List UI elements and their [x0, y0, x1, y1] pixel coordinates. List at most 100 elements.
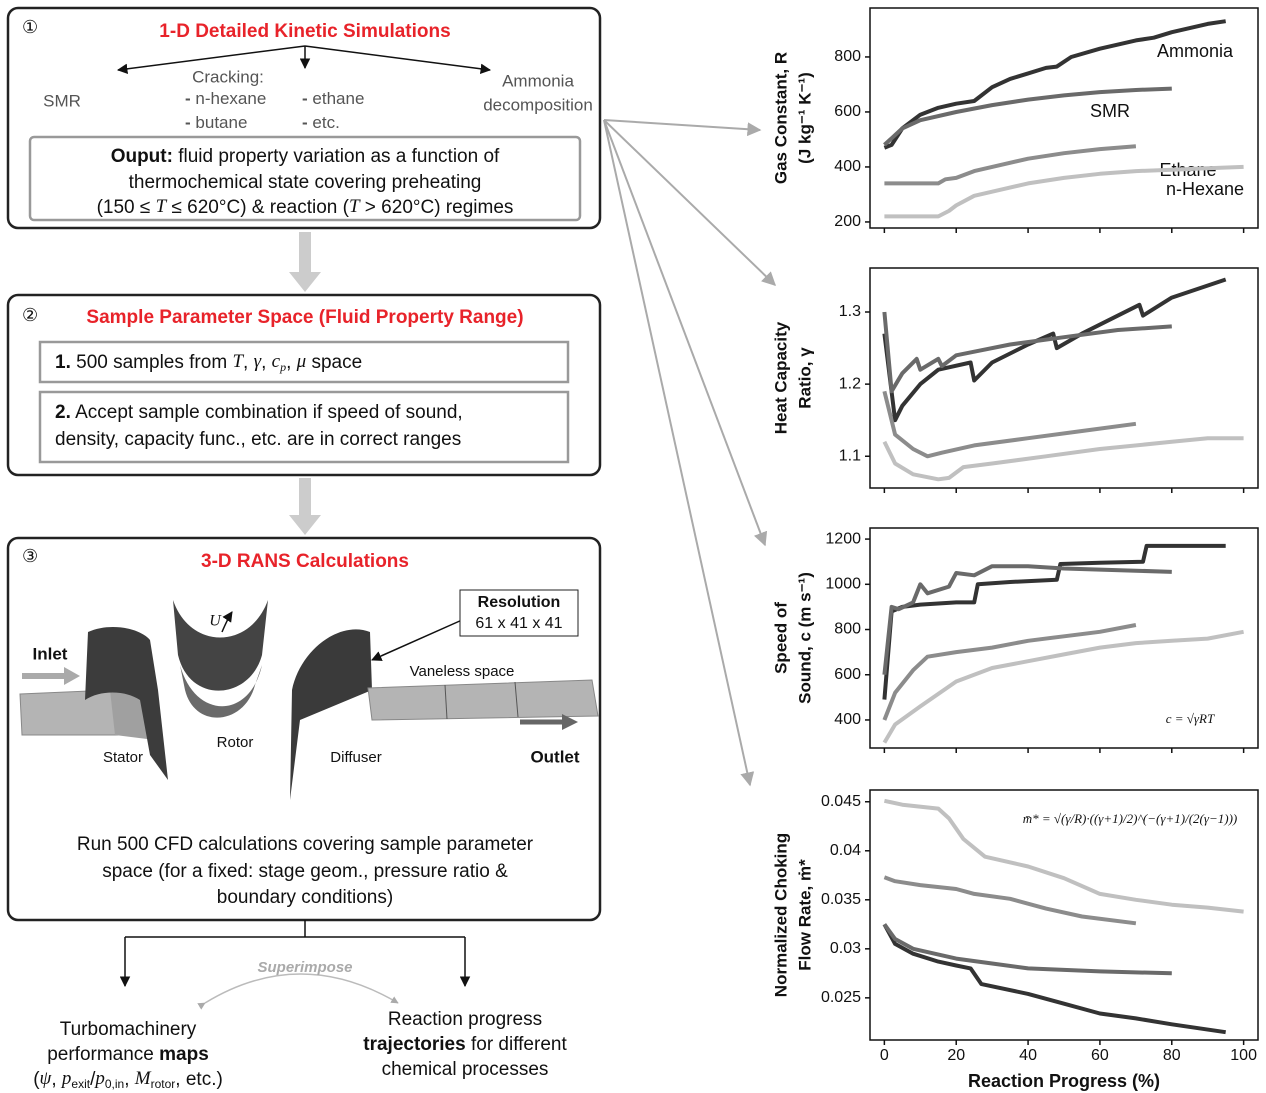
- step-title: 1-D Detailed Kinetic Simulations: [159, 21, 450, 42]
- data-line: [882, 623, 1137, 721]
- plot-frame: [869, 7, 1259, 229]
- y-axis-label: Sound, c (m s⁻¹): [795, 572, 814, 704]
- x-tick-label: 40: [1019, 1047, 1037, 1064]
- x-tick-label: 20: [947, 1047, 965, 1064]
- step1-box: [6, 6, 602, 230]
- y-axis-label: Heat Capacity: [771, 321, 790, 434]
- turbine-illustration: [19, 589, 599, 800]
- annotation: c = √γRT: [1166, 711, 1215, 726]
- process-item: - butane: [185, 113, 247, 132]
- y-tick-label: 600: [834, 103, 861, 120]
- series-label: SMR: [1090, 101, 1130, 121]
- data-line: [882, 923, 1172, 976]
- y-tick-label: 0.045: [821, 793, 861, 810]
- data-line: [883, 875, 1137, 926]
- turbine-label: Vaneless space: [410, 663, 515, 680]
- output-text: (150 ≤ T ≤ 620°C) & reaction (T > 620°C)…: [97, 196, 514, 218]
- y-tick-label: 400: [834, 158, 861, 175]
- resolution-title: Resolution: [478, 594, 561, 611]
- data-line: [882, 390, 1137, 459]
- turbine-label: U: [209, 613, 222, 630]
- output-text: Reaction progress: [388, 1009, 542, 1030]
- y-axis-label: Normalized Choking: [771, 833, 790, 997]
- y-tick-label: 1000: [825, 576, 861, 593]
- step-title: 3-D RANS Calculations: [201, 551, 409, 572]
- output-text: chemical processes: [382, 1059, 549, 1080]
- turbine-label: Rotor: [217, 734, 254, 751]
- process: Ammonia: [502, 71, 574, 90]
- process-item: - n-hexane: [185, 89, 266, 108]
- data-line: [882, 564, 1172, 675]
- series-label: n-Hexane: [1166, 179, 1244, 199]
- y-tick-label: 0.025: [821, 989, 861, 1006]
- turbine-label: Inlet: [33, 644, 68, 663]
- accept-text: density, capacity func., etc. are in cor…: [55, 429, 461, 450]
- data-line: [883, 798, 1244, 914]
- step3-box: [6, 536, 602, 922]
- y-tick-label: 1.3: [839, 303, 861, 320]
- y-tick-label: 0.03: [830, 940, 861, 957]
- superimpose-arrow: [197, 973, 399, 1010]
- output-text: (ψ, pexit/p0,in, Mrotor, etc.): [33, 1068, 223, 1091]
- output-text: trajectories for different: [363, 1034, 567, 1055]
- connector-arrows: [603, 119, 777, 787]
- plot-frame: [869, 789, 1259, 1041]
- sample-box: [38, 340, 570, 384]
- step2-box: [6, 293, 602, 477]
- output-text: Ouput: fluid property variation as a fun…: [111, 146, 500, 167]
- superimpose-label: Superimpose: [257, 959, 352, 976]
- output-text: performance maps: [47, 1044, 209, 1065]
- output-text: thermochemical state covering preheating: [129, 172, 482, 193]
- x-tick-label: 60: [1091, 1047, 1109, 1064]
- x-tick-label: 100: [1230, 1047, 1257, 1064]
- data-line: [882, 629, 1244, 744]
- annotation: m̄* = √(γ/R)·((γ+1)/2)^(−(γ+1)/(2(γ−1))): [1023, 811, 1238, 826]
- output-arrows: [119, 920, 471, 988]
- resolution-value: 61 x 41 x 41: [475, 615, 562, 632]
- flow-arrow: [289, 478, 321, 535]
- y-tick-label: 400: [834, 711, 861, 728]
- y-tick-label: 1.2: [839, 375, 861, 392]
- y-tick-label: 0.04: [830, 842, 861, 859]
- caption: boundary conditions): [217, 887, 393, 908]
- branch-arrows: [116, 45, 492, 75]
- accept-text: 2. Accept sample combination if speed of…: [55, 402, 463, 423]
- output-box: [28, 135, 582, 222]
- process: decomposition: [483, 95, 593, 114]
- x-tick-label: 0: [880, 1047, 889, 1064]
- sample-text: 1. 500 samples from T, γ, cp, μ space: [55, 351, 362, 373]
- output-text: Turbomachinery: [60, 1019, 197, 1040]
- data-line: [882, 277, 1227, 423]
- y-tick-label: 800: [834, 621, 861, 638]
- data-line: [884, 164, 1244, 219]
- turbine-label: Stator: [103, 749, 143, 766]
- plot-frame: [869, 267, 1259, 489]
- series-label: Ammonia: [1157, 41, 1234, 61]
- y-tick-label: 1.1: [839, 447, 861, 464]
- y-axis-label: Ratio, γ: [795, 347, 814, 409]
- data-line: [884, 144, 1137, 186]
- data-line: [883, 19, 1226, 150]
- data-line: [883, 86, 1172, 147]
- data-line: [882, 923, 1226, 1035]
- process: Cracking:: [192, 67, 264, 86]
- x-tick-label: 80: [1163, 1047, 1181, 1064]
- process: SMR: [43, 91, 81, 110]
- y-tick-label: 0.035: [821, 891, 861, 908]
- y-tick-label: 800: [834, 48, 861, 65]
- plot-frame: [869, 527, 1259, 749]
- caption: Run 500 CFD calculations covering sample…: [77, 834, 534, 855]
- data-line: [882, 436, 1244, 482]
- y-axis-label: Flow Rate, ṁ*: [795, 859, 814, 971]
- step-number: ①: [22, 17, 38, 37]
- y-tick-label: 600: [834, 666, 861, 683]
- y-axis-label: Speed of: [771, 602, 790, 674]
- y-axis-label: (J kg⁻¹ K⁻¹): [795, 72, 814, 164]
- x-axis-label: Reaction Progress (%): [968, 1071, 1160, 1091]
- data-line: [882, 311, 1172, 394]
- process-item: - etc.: [302, 113, 340, 132]
- y-tick-label: 1200: [825, 530, 861, 547]
- step-number: ③: [22, 546, 38, 566]
- y-tick-label: 200: [834, 213, 861, 230]
